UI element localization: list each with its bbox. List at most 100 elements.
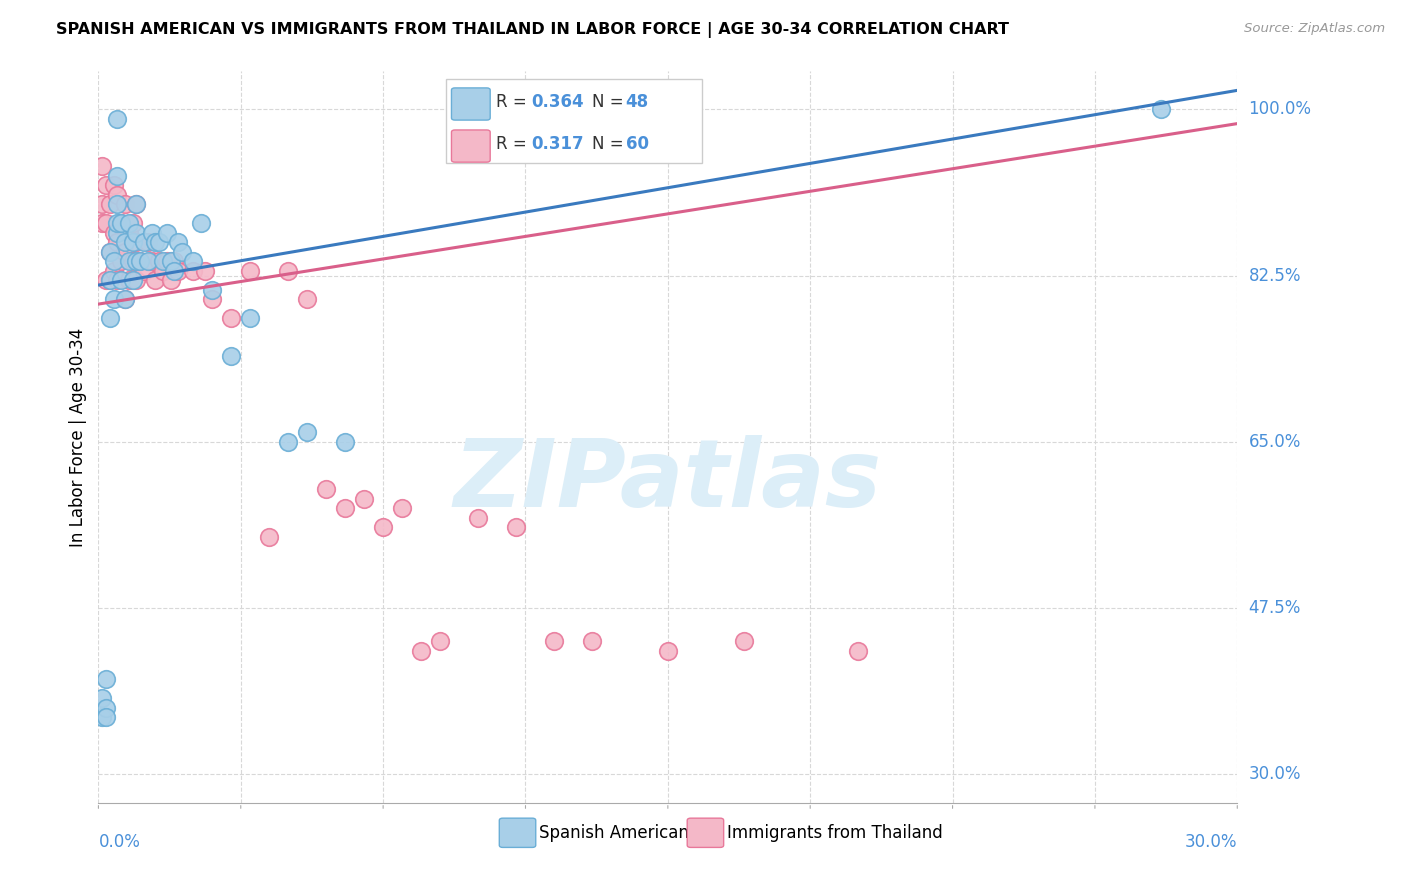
Point xyxy=(467,511,489,525)
Point xyxy=(159,254,181,268)
Point xyxy=(114,235,136,250)
Point xyxy=(94,216,117,230)
Point xyxy=(277,264,299,278)
Point xyxy=(103,254,125,268)
Point xyxy=(315,483,337,497)
Point xyxy=(429,634,451,648)
Point xyxy=(114,293,136,307)
Point xyxy=(107,187,129,202)
Point xyxy=(132,264,155,278)
Point xyxy=(183,264,205,278)
Point xyxy=(277,434,299,449)
Text: 60: 60 xyxy=(626,135,648,153)
Text: 30.0%: 30.0% xyxy=(1249,765,1301,783)
Point xyxy=(125,197,148,211)
Point xyxy=(581,634,603,648)
Text: SPANISH AMERICAN VS IMMIGRANTS FROM THAILAND IN LABOR FORCE | AGE 30-34 CORRELAT: SPANISH AMERICAN VS IMMIGRANTS FROM THAI… xyxy=(56,22,1010,38)
Point xyxy=(121,254,143,268)
Point xyxy=(201,293,224,307)
Point xyxy=(91,216,114,230)
Text: 82.5%: 82.5% xyxy=(1249,267,1301,285)
Point xyxy=(657,644,679,658)
Point xyxy=(103,293,125,307)
Point xyxy=(297,425,319,440)
Point xyxy=(125,197,148,211)
Point xyxy=(121,235,143,250)
Point xyxy=(94,273,117,287)
Point xyxy=(98,244,121,259)
Text: 0.364: 0.364 xyxy=(531,93,583,111)
Point xyxy=(107,169,129,183)
Point xyxy=(94,178,117,193)
Point xyxy=(107,273,129,287)
Point xyxy=(98,273,121,287)
Point xyxy=(194,264,217,278)
Point xyxy=(152,264,174,278)
Point xyxy=(114,293,136,307)
Point xyxy=(91,710,114,724)
Text: Immigrants from Thailand: Immigrants from Thailand xyxy=(727,824,943,842)
Point xyxy=(183,254,205,268)
Point xyxy=(259,530,281,544)
Point xyxy=(107,235,129,250)
Point xyxy=(103,226,125,240)
Point xyxy=(110,216,132,230)
Point xyxy=(121,273,143,287)
Point xyxy=(297,293,319,307)
Point xyxy=(156,254,179,268)
Point xyxy=(136,254,159,268)
Point xyxy=(125,235,148,250)
Point xyxy=(118,216,141,230)
Point xyxy=(94,673,117,687)
FancyBboxPatch shape xyxy=(451,130,491,162)
Point xyxy=(148,254,170,268)
Text: 48: 48 xyxy=(626,93,648,111)
Point xyxy=(114,244,136,259)
Point xyxy=(98,244,121,259)
Point xyxy=(148,235,170,250)
Point xyxy=(846,644,869,658)
Point xyxy=(136,235,159,250)
Point xyxy=(335,501,357,516)
Point xyxy=(391,501,413,516)
Point xyxy=(201,283,224,297)
Point xyxy=(411,644,433,658)
Point xyxy=(353,491,375,506)
Text: N =: N = xyxy=(592,135,628,153)
Point xyxy=(167,264,190,278)
Point xyxy=(190,216,212,230)
Point xyxy=(159,273,181,287)
Point xyxy=(371,520,394,534)
Point xyxy=(145,273,167,287)
Text: N =: N = xyxy=(592,93,628,111)
Y-axis label: In Labor Force | Age 30-34: In Labor Force | Age 30-34 xyxy=(69,327,87,547)
Point xyxy=(132,235,155,250)
Point xyxy=(125,273,148,287)
Text: 65.0%: 65.0% xyxy=(1249,433,1301,450)
Text: 47.5%: 47.5% xyxy=(1249,599,1301,617)
Point xyxy=(107,226,129,240)
Point xyxy=(103,264,125,278)
Point xyxy=(733,634,755,648)
Point xyxy=(118,254,141,268)
Point xyxy=(239,311,262,326)
Point xyxy=(543,634,565,648)
Point xyxy=(163,254,186,268)
Point xyxy=(98,273,121,287)
Point xyxy=(1150,103,1173,117)
Point xyxy=(125,226,148,240)
Point xyxy=(110,273,132,287)
Point xyxy=(118,273,141,287)
Point xyxy=(221,349,243,363)
FancyBboxPatch shape xyxy=(451,88,491,120)
Text: Source: ZipAtlas.com: Source: ZipAtlas.com xyxy=(1244,22,1385,36)
Point xyxy=(221,311,243,326)
Text: Spanish Americans: Spanish Americans xyxy=(538,824,697,842)
Point xyxy=(170,244,193,259)
Text: 30.0%: 30.0% xyxy=(1185,833,1237,851)
Text: 0.317: 0.317 xyxy=(531,135,583,153)
FancyBboxPatch shape xyxy=(499,818,536,847)
Point xyxy=(110,254,132,268)
Text: 0.0%: 0.0% xyxy=(98,833,141,851)
Point xyxy=(129,254,152,268)
